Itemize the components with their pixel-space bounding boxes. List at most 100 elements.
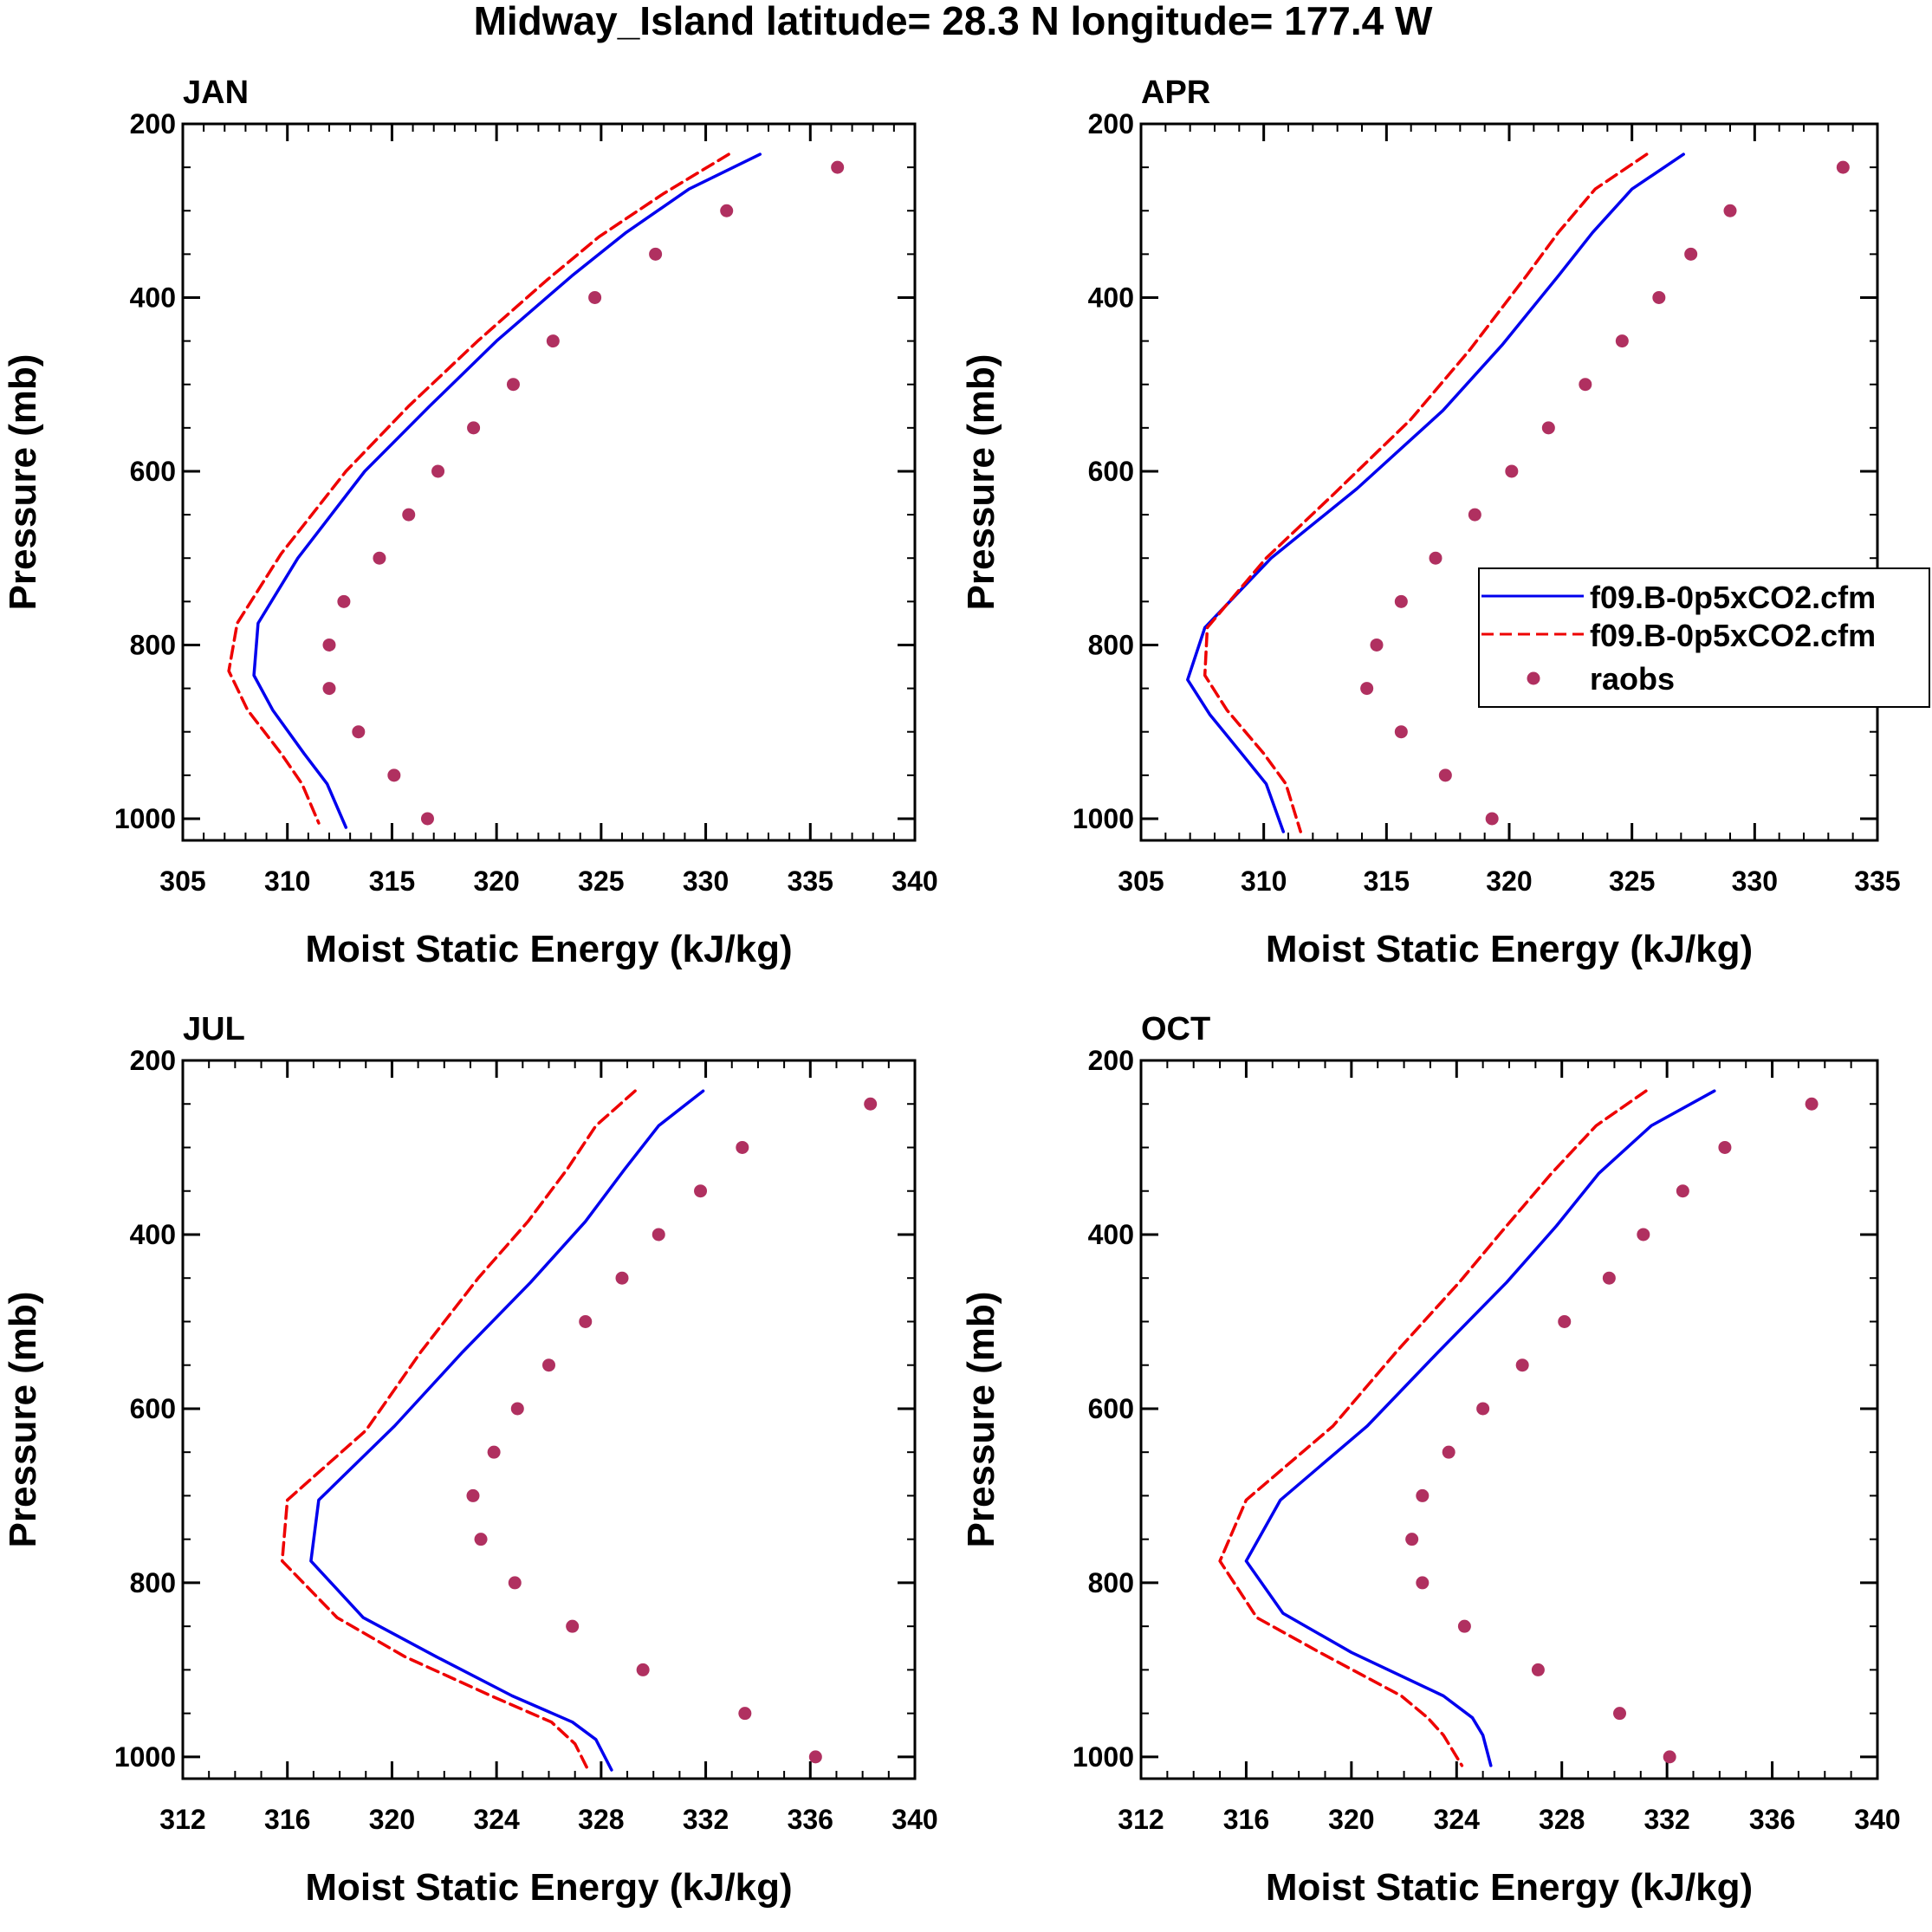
x-tick-label: 336 [1749,1804,1795,1835]
point-raobs-550 [467,421,481,435]
series-line-f09-b-0p5xco2-cfm-dashed [1218,1089,1648,1767]
point-raobs-400 [1637,1228,1650,1242]
point-raobs-1000 [1663,1750,1676,1764]
series-line-f09-b-0p5xco2-cfm-dashed [1203,152,1649,833]
x-tick-label: 335 [788,866,833,897]
x-tick-label: 340 [891,866,937,897]
panel-title: JUL [183,1011,245,1047]
point-raobs-500 [579,1314,593,1328]
y-tick-label: 400 [130,1219,176,1250]
point-raobs-450 [1602,1271,1616,1285]
point-raobs-700 [1429,551,1443,565]
point-raobs-650 [402,508,416,522]
series-line-f09-b-0p5xco2-cfm-dashed [227,152,730,825]
point-raobs-950 [387,768,401,782]
y-tick-label: 800 [1088,629,1134,660]
y-tick-label: 400 [1088,282,1134,313]
point-raobs-900 [636,1663,650,1676]
legend: f09.B-0p5xCO2.cfm f09.B-0p5xCO2.cfm raob… [1478,567,1930,708]
point-raobs-350 [649,247,663,261]
point-raobs-450 [615,1271,629,1285]
point-raobs-600 [1476,1402,1490,1416]
point-raobs-250 [831,160,845,174]
x-tick-label: 340 [1854,1804,1900,1835]
point-raobs-300 [1718,1140,1732,1154]
y-tick-label: 1000 [114,1741,176,1773]
y-tick-label: 1000 [1073,803,1134,834]
point-raobs-950 [1438,768,1452,782]
point-raobs-750 [1405,1533,1419,1546]
y-tick-label: 1000 [1073,1741,1134,1773]
point-raobs-1000 [420,812,434,826]
x-tick-label: 316 [264,1804,310,1835]
point-raobs-700 [1416,1488,1430,1502]
point-raobs-750 [337,594,351,608]
y-tick-label: 1000 [114,803,176,834]
point-raobs-550 [1541,421,1555,435]
x-tick-label: 325 [1609,866,1655,897]
x-tick-label: 320 [1328,1804,1374,1835]
point-raobs-300 [1723,204,1737,217]
x-axis-label: Moist Static Energy (kJ/kg) [1266,928,1753,970]
x-tick-label: 330 [683,866,729,897]
x-tick-label: 315 [369,866,415,897]
point-raobs-850 [1457,1619,1471,1633]
x-tick-label: 335 [1854,866,1900,897]
y-tick-label: 400 [130,282,176,313]
x-tick-label: 325 [578,866,624,897]
point-raobs-400 [588,290,602,304]
x-tick-label: 324 [473,1804,520,1835]
y-tick-label: 800 [130,1567,176,1598]
panel-apr: 305 310 315 320 325 330 335 200 400 600 800 1000 APR… [960,75,1901,970]
x-tick-label: 324 [1434,1804,1481,1835]
y-tick-label: 200 [1088,1045,1134,1076]
point-raobs-250 [1836,160,1850,174]
y-tick-label: 200 [130,108,176,139]
point-raobs-600 [510,1402,524,1416]
y-tick-label: 200 [1088,108,1134,139]
y-tick-label: 400 [1088,1219,1134,1250]
x-tick-label: 332 [683,1804,729,1835]
x-tick-label: 316 [1223,1804,1269,1835]
point-raobs-850 [322,682,336,696]
series-line-f09-b-0p5xco2-cfm-solid [252,152,762,829]
point-raobs-750 [474,1533,488,1546]
point-raobs-800 [1370,638,1384,652]
point-raobs-750 [1394,594,1408,608]
x-tick-label: 330 [1732,866,1778,897]
point-raobs-450 [1615,334,1629,348]
point-raobs-1000 [1485,812,1499,826]
x-tick-label: 315 [1364,866,1410,897]
point-raobs-400 [652,1228,665,1242]
x-tick-label: 332 [1643,1804,1689,1835]
y-tick-label: 800 [130,629,176,660]
y-axis-label: Pressure (mb) [2,1292,44,1548]
x-tick-label: 320 [473,866,519,897]
point-raobs-900 [352,725,366,739]
x-tick-label: 305 [1118,866,1164,897]
point-raobs-700 [373,551,386,565]
point-raobs-500 [506,378,520,392]
point-raobs-950 [1613,1707,1626,1721]
point-raobs-550 [542,1358,555,1372]
point-raobs-600 [1505,464,1519,478]
point-raobs-300 [736,1140,749,1154]
x-tick-label: 312 [1118,1804,1164,1835]
x-tick-label: 320 [369,1804,415,1835]
legend-label-model-solid: f09.B-0p5xCO2.cfm [1590,580,1876,615]
figure-title: Midway_Island latitude= 28.3 N longitude… [474,0,1433,43]
legend-label-raobs: raobs [1590,661,1675,697]
x-axis-label: Moist Static Energy (kJ/kg) [305,928,792,970]
series-line-f09-b-0p5xco2-cfm-solid [1186,152,1685,833]
point-raobs-550 [1515,1358,1529,1372]
point-raobs-850 [566,1619,580,1633]
y-tick-label: 600 [1088,456,1134,487]
point-raobs-900 [1394,725,1408,739]
series-line-f09-b-0p5xco2-cfm-dashed [280,1089,637,1772]
x-tick-label: 320 [1486,866,1532,897]
panel-jul: 312 316 320 324 328 332 336 340 200 400 600 800 1000… [2,1011,938,1909]
point-raobs-500 [1558,1314,1572,1328]
panel-title: OCT [1141,1011,1210,1047]
legend-label-model-dashed: f09.B-0p5xCO2.cfm [1590,618,1876,653]
